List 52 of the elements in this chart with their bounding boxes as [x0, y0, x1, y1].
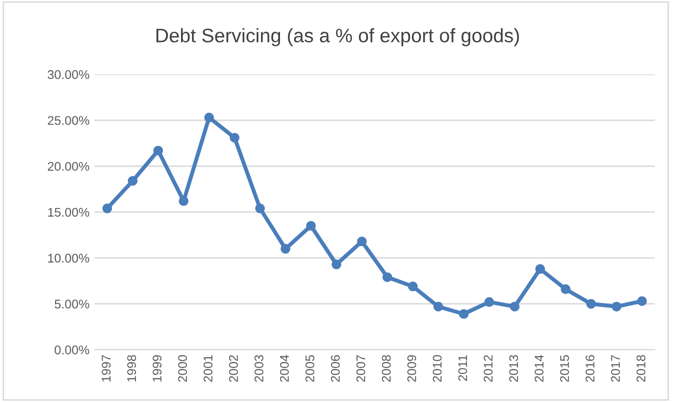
point — [586, 298, 596, 309]
x-tick-label: 2014 — [534, 354, 544, 382]
y-tick-label: 10.00% — [48, 254, 90, 263]
point — [637, 296, 647, 306]
x-tick-label: 2005 — [305, 355, 314, 382]
point — [102, 204, 112, 214]
y-tick-label: 30.00% — [48, 70, 90, 80]
point — [332, 260, 342, 270]
x-tick-label: 1998 — [127, 355, 136, 382]
y-tick-label: 25.00% — [48, 116, 90, 125]
point — [560, 284, 570, 294]
y-tick-label: 20.00% — [48, 162, 90, 171]
point — [230, 132, 240, 143]
point — [306, 220, 316, 231]
y-tick-label: 5.00% — [54, 300, 90, 308]
point — [510, 302, 520, 312]
x-tick-label: 2004 — [280, 354, 289, 382]
x-tick-label: 2013 — [509, 355, 518, 382]
x-tick-label: 2016 — [586, 355, 594, 382]
x-tick-label: 2011 — [458, 355, 468, 381]
point — [128, 176, 138, 186]
x-tick-label: 2012 — [484, 355, 493, 382]
point — [612, 302, 622, 312]
y-tick-label: 15.00% — [48, 208, 90, 217]
x-tick-label: 2009 — [407, 355, 416, 382]
point — [255, 204, 265, 214]
x-tick-label: 2018 — [636, 355, 646, 382]
chart-title: Debt Servicing (as a % of export of goods) — [156, 28, 519, 46]
x-tick-label: 2015 — [560, 355, 569, 382]
x-tick-label: 2000 — [178, 355, 187, 382]
point — [433, 302, 444, 312]
x-tick-label: 1997 — [102, 355, 111, 382]
x-tick-label: 2001 — [204, 355, 212, 382]
point — [178, 196, 188, 206]
point — [357, 236, 367, 246]
x-tick-label: 2003 — [254, 355, 264, 382]
x-tick-label: 1999 — [152, 355, 162, 382]
x-tick-label: 2006 — [330, 355, 340, 382]
point — [204, 112, 214, 122]
x-tick-label: 2017 — [611, 355, 620, 382]
x-tick-label: 2008 — [382, 355, 391, 382]
point — [153, 146, 164, 156]
point — [484, 297, 494, 307]
x-tick-label: 2002 — [229, 355, 238, 382]
point — [382, 272, 392, 282]
y-tick-label: 0.00% — [54, 346, 90, 354]
x-tick-label: 2010 — [432, 355, 442, 382]
point — [280, 244, 290, 254]
point — [408, 282, 418, 292]
x-tick-label: 2007 — [356, 355, 366, 382]
point — [458, 309, 469, 319]
point — [535, 264, 546, 274]
